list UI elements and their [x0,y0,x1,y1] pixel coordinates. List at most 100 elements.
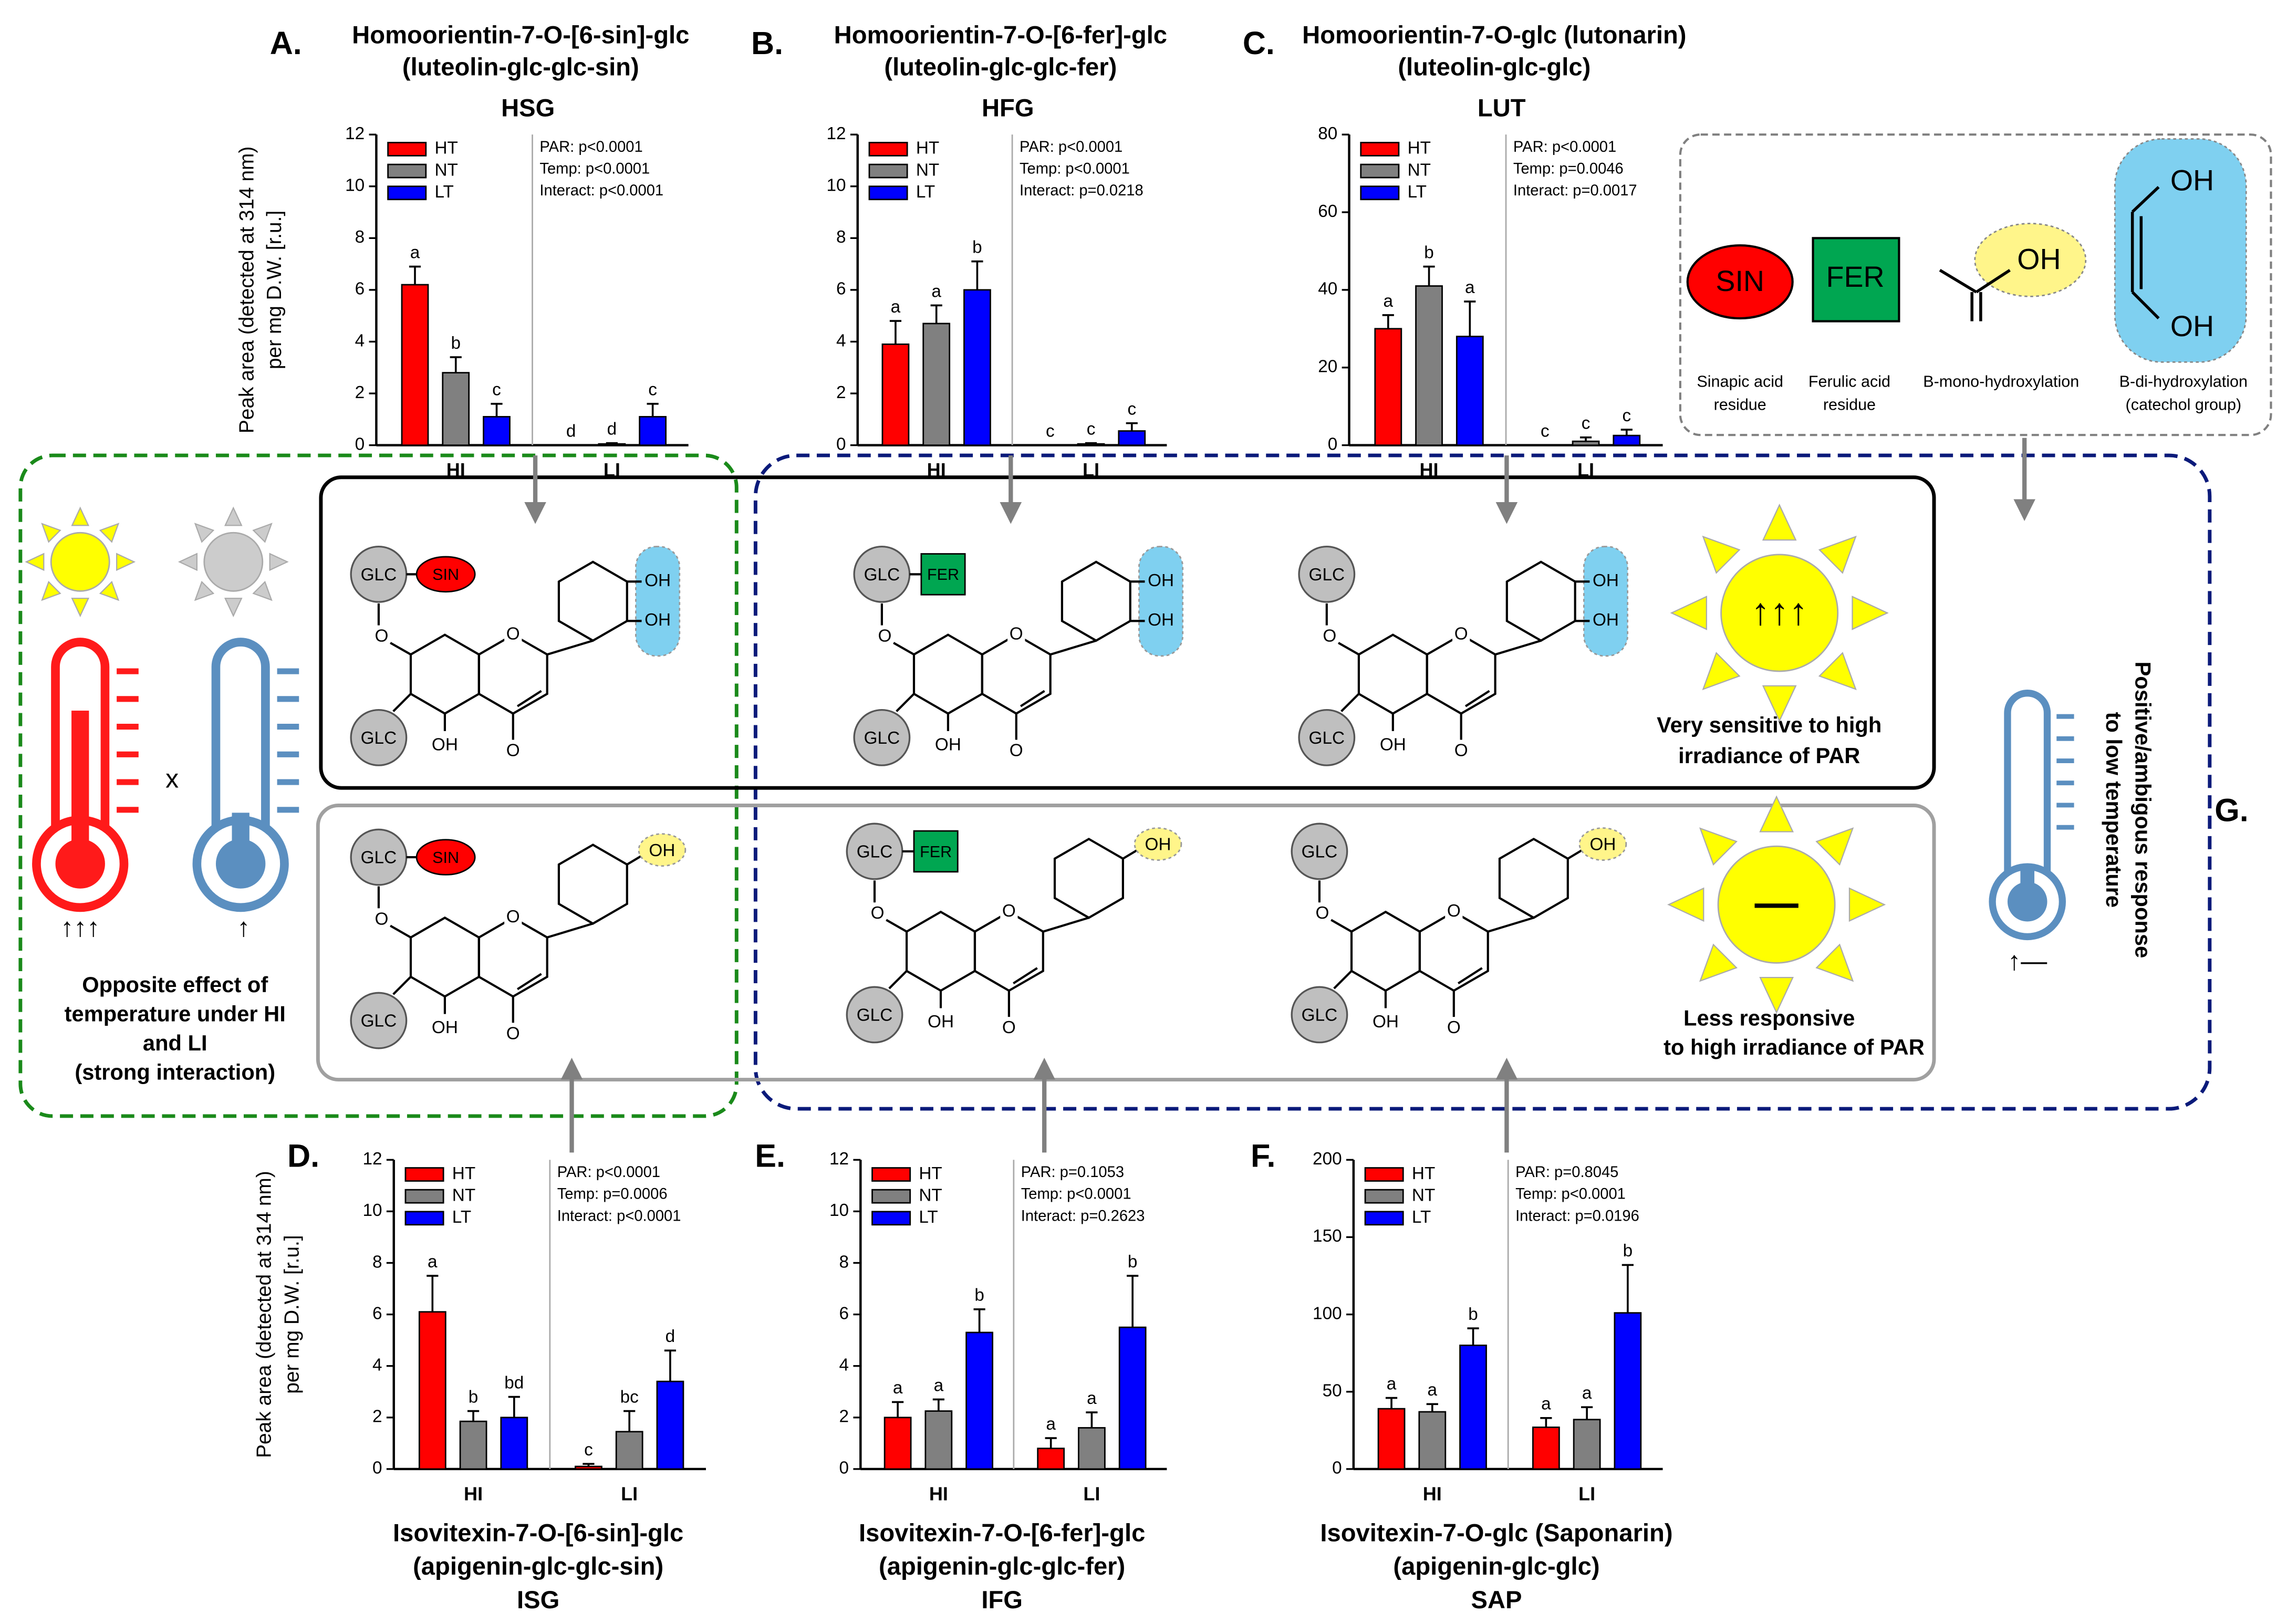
bar [1572,440,1600,446]
low-arrow: ↑— [2008,946,2047,976]
y-tick-label: 100 [1313,1304,1342,1323]
bar [1118,430,1146,446]
atom-oh: OH [1148,610,1174,630]
chart-title: (luteolin-glc-glc-fer) [884,54,1117,81]
ring-o-bg [504,907,522,928]
bar [1077,443,1105,446]
error-bar [450,356,462,373]
significance-label: a [1387,1374,1397,1393]
stat-text: PAR: p=0.1053 [1021,1164,1124,1181]
effect-texts: Very sensitive to high irradiance of PAR… [65,662,2156,1085]
bar [598,443,626,446]
blue-frame [753,453,2212,1111]
di-bonds [2130,186,2160,320]
y-axis-label: per mg D.W. [r.u.] [263,211,286,369]
glc-label: GLC [857,842,893,862]
sun-ray [194,523,215,543]
y-tick-label: 8 [836,227,846,247]
legend-swatch [868,142,908,157]
glc-label: GLC [1302,842,1338,862]
fer-residue [913,830,959,873]
apigenin-box [316,804,1936,1082]
atom-oh: OH [1145,835,1171,855]
glc [1291,986,1348,1044]
legend-label: NT [1408,160,1431,180]
atom-o: O [506,741,520,761]
y-tick-label: 6 [372,1304,382,1323]
ring-o-bg [1452,624,1470,646]
sun-ray [71,506,90,526]
y-tick-label: 2 [839,1407,849,1427]
bar [442,372,470,446]
significance-label: a [931,282,941,301]
caption: B-di-hydroxylation [2119,372,2248,390]
stat-text: PAR: p<0.0001 [1020,139,1122,155]
y-axis-label: Peak area (detected at 314 nm) [253,1171,276,1458]
bond [1458,967,1483,985]
sun-ray [1762,685,1797,723]
error-bar [892,1401,904,1418]
x-tick-label: LI [621,1483,638,1504]
sun-ray [269,553,289,571]
oh-di-1: OH [2170,164,2214,196]
error-bar [1426,1403,1438,1412]
significance-label: b [1128,1252,1138,1272]
fer-label: FER [1826,261,1885,293]
stat-text: Temp: p=0.0006 [557,1186,668,1203]
low-temp-text: Positive/ambigous response [2130,662,2155,959]
less-text: to high irradiance of PAR [1664,1035,1925,1059]
legend-swatch [404,1211,444,1226]
bar [656,1380,684,1470]
atom-o: O [1316,903,1329,923]
oh-mono [1578,827,1627,861]
sun-ray [1818,652,1857,691]
bar [1532,1427,1560,1470]
oh-mono-icon [1974,223,2087,297]
thermometer-core [55,839,105,889]
legend-captions: Sinapic acid residue Ferulic acid residu… [1697,372,2248,413]
bar [1459,1345,1487,1470]
significance-label: a [1046,1414,1056,1434]
x-tick-label: LI [604,459,620,481]
sun-ray [1702,535,1741,574]
legend-swatch [404,1189,444,1204]
error-bar [1127,1275,1139,1328]
sin-label: SIN [432,566,459,584]
error-bar [1385,1397,1398,1409]
chart-title: (luteolin-glc-glc-sin) [402,54,639,81]
abbreviation: HSG [501,94,555,122]
atom-o: O [506,907,520,926]
y-tick-label: 60 [1318,202,1337,221]
significance-label: c [1127,400,1136,419]
bar [1374,328,1402,446]
atom-o: O [506,1024,520,1043]
abbreviation: SAP [1471,1586,1522,1614]
significance-label: a [891,297,901,317]
legend-swatch [1360,142,1400,157]
abbreviation: ISG [517,1586,559,1614]
sun-ray [41,523,61,543]
error-bar [427,1275,439,1312]
caption: Sinapic acid [1697,372,1783,390]
significance-label: a [934,1376,944,1395]
error-bar [467,1410,480,1422]
x-tick-label: LI [1577,459,1594,481]
bar [963,289,991,446]
stat-text: PAR: p<0.0001 [557,1164,660,1181]
glc-label: GLC [1309,565,1345,585]
thermometer-fill [71,711,89,864]
chart-title: Isovitexin-7-O-glc (Saponarin) [1320,1519,1672,1547]
oh-mono: OH [2017,243,2061,275]
stat-text: Interact: p<0.0001 [539,182,663,199]
error-bar [508,1396,520,1418]
glc-label: GLC [864,728,900,748]
sensitive-text: irradiance of PAR [1678,743,1860,768]
legend-swatch [387,185,427,201]
sun-less-text: — [1754,878,1799,927]
atom-o: O [1454,741,1468,761]
significance-label: d [666,1327,675,1346]
thermometer-core [215,839,266,889]
bar [615,1431,643,1470]
